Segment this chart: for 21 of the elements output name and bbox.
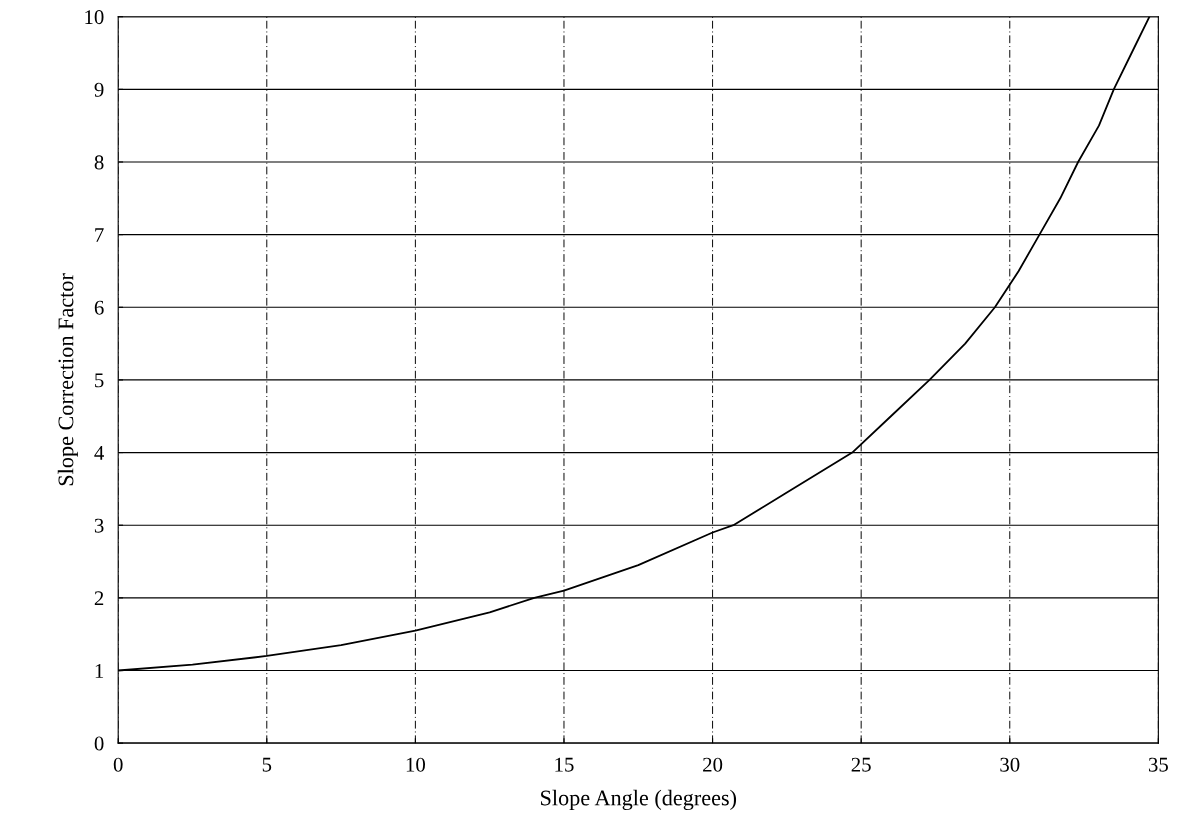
x-tick-label: 10 [406, 757, 426, 772]
y-tick-label: 10 [85, 10, 104, 25]
y-tick-label: 0 [94, 736, 104, 751]
x-tick-label: 15 [555, 757, 574, 772]
x-axis-title: Slope Angle (degrees) [541, 789, 737, 811]
y-tick-label: 8 [94, 155, 104, 170]
y-tick-label: 2 [94, 591, 104, 606]
y-tick-label: 9 [94, 82, 104, 97]
x-tick-label: 20 [703, 757, 723, 772]
x-tick-label: 25 [851, 757, 871, 772]
y-axis-title: Slope Correction Factor [57, 273, 78, 486]
x-tick-label: 30 [1000, 757, 1020, 772]
x-tick-label: 35 [1148, 757, 1168, 772]
y-tick-label: 7 [95, 228, 104, 242]
y-tick-label: 6 [94, 300, 104, 315]
y-tick-label: 1 [95, 663, 104, 678]
x-tick-label: 5 [262, 757, 272, 772]
x-tick-label: 0 [113, 757, 123, 772]
y-tick-label: 3 [94, 518, 104, 533]
y-tick-label: 4 [94, 446, 104, 460]
y-tick-label: 5 [95, 373, 104, 388]
